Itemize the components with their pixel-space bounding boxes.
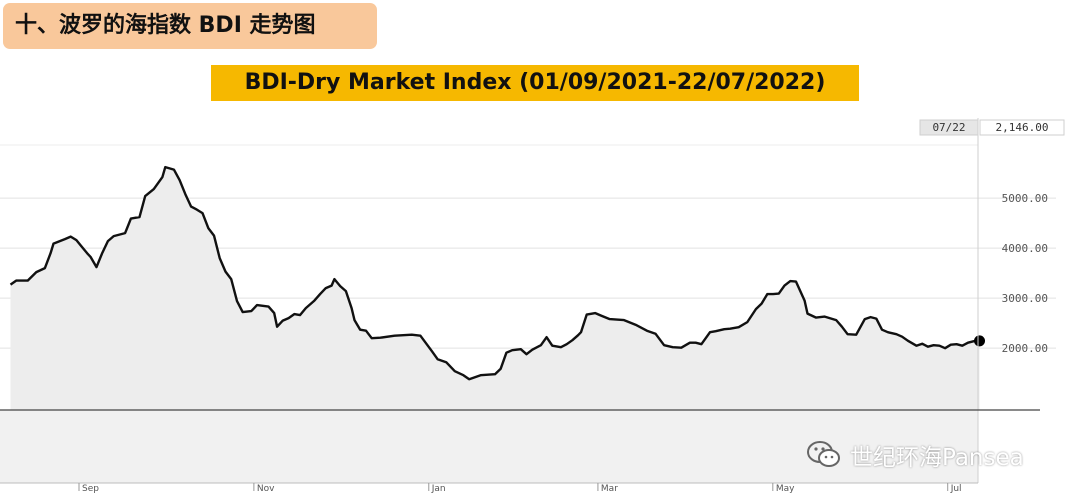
x-tick-label: Jan bbox=[431, 484, 446, 494]
chart-title: BDI-Dry Market Index (01/09/2021-22/07/2… bbox=[211, 65, 859, 101]
x-tick-label: Sep bbox=[82, 484, 99, 494]
x-tick-label: Jul bbox=[950, 484, 962, 494]
last-date-label: 07/22 bbox=[932, 121, 965, 134]
watermark: 世纪环海Pansea bbox=[806, 437, 1024, 473]
grid-layer bbox=[0, 144, 1056, 483]
wechat-icon bbox=[807, 441, 840, 467]
x-tick-label: Mar bbox=[601, 484, 618, 494]
series-area bbox=[10, 167, 980, 410]
last-value-label: 2,146.00 bbox=[996, 121, 1049, 134]
line-layer bbox=[9, 165, 986, 381]
area-layer bbox=[10, 167, 980, 410]
watermark-text: 世纪环海Pansea bbox=[850, 445, 1024, 471]
x-tick-label: Nov bbox=[257, 484, 275, 494]
y-tick-label: 5000.00 bbox=[1002, 192, 1048, 205]
last-value-box bbox=[979, 119, 1065, 136]
x-tick-label: May bbox=[776, 484, 795, 494]
lower-panel bbox=[0, 410, 978, 483]
y-tick-label: 3000.00 bbox=[1002, 292, 1048, 305]
y-tick-label: 4000.00 bbox=[1002, 242, 1048, 255]
last-point-marker bbox=[974, 335, 986, 347]
last-date-box bbox=[919, 119, 979, 136]
y-tick-label: 2000.00 bbox=[1002, 342, 1048, 355]
series-line bbox=[9, 165, 980, 381]
section-title-tab: 十、波罗的海指数 BDI 走势图 bbox=[3, 3, 377, 49]
section-title: 十、波罗的海指数 BDI 走势图 bbox=[15, 13, 316, 38]
axis-layer: 2000.00 3000.00 4000.00 5000.00 Sep Nov Jan Mar… bbox=[0, 118, 1065, 494]
